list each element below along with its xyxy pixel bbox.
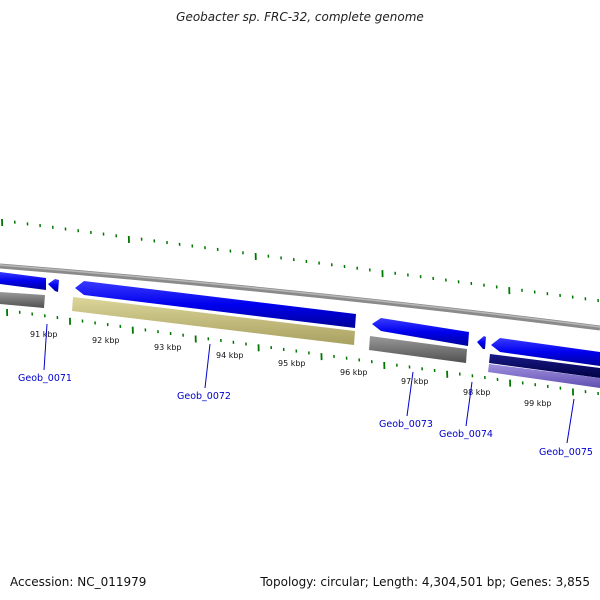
gene-label-geob-0075[interactable]: Geob_0075 — [539, 447, 593, 458]
genome-summary: Topology: circular; Length: 4,304,501 bp… — [260, 575, 590, 589]
gene-feature-0072[interactable] — [72, 297, 355, 345]
leader-line — [43, 323, 48, 371]
genome-backbone-highlight — [0, 264, 600, 328]
scale-tick-label: 94 kbp — [216, 351, 244, 360]
scale-labels: 91 kbp 92 kbp 93 kbp 94 kbp 95 kbp 96 kb… — [30, 330, 552, 408]
cds-feature-0073[interactable] — [372, 318, 469, 346]
gene-labels: Geob_0071 Geob_0072 Geob_0073 Geob_0074 … — [18, 373, 593, 458]
cds-feature-0071b[interactable] — [48, 279, 59, 292]
scale-tick-label: 95 kbp — [278, 359, 306, 368]
leader-line — [465, 381, 473, 427]
scale-tick-label: 97 kbp — [401, 377, 429, 386]
map-title: Geobacter sp. FRC-32, complete genome — [176, 10, 424, 24]
gene-feature-0073[interactable] — [369, 336, 467, 363]
outer-tick-track — [1, 218, 599, 303]
cds-track — [0, 272, 600, 366]
gene-track — [0, 292, 600, 388]
genome-backbone — [0, 263, 600, 331]
scale-tick-label: 93 kbp — [154, 343, 182, 352]
label-leaders — [43, 323, 575, 444]
scale-tick-label: 99 kbp — [524, 399, 552, 408]
scale-tick-label: 91 kbp — [30, 330, 58, 339]
leader-line — [406, 371, 414, 417]
scale-tick-label: 96 kbp — [340, 368, 368, 377]
gene-label-geob-0074[interactable]: Geob_0074 — [439, 429, 493, 440]
leader-line — [204, 343, 211, 389]
scale-tick-label: 92 kbp — [92, 336, 120, 345]
gene-label-geob-0071[interactable]: Geob_0071 — [18, 373, 72, 384]
cds-feature-0074[interactable] — [477, 336, 486, 349]
cds-feature-0071[interactable] — [0, 272, 46, 290]
inner-tick-track — [6, 308, 599, 396]
scale-tick-label: 98 kbp — [463, 388, 491, 397]
cds-feature-0072[interactable] — [75, 281, 356, 328]
gene-feature-0071[interactable] — [0, 292, 45, 308]
cds-feature-0075[interactable] — [491, 338, 600, 366]
accession-label: Accession: NC_011979 — [10, 575, 147, 589]
gene-feature-0075b[interactable] — [488, 364, 600, 388]
gene-label-geob-0072[interactable]: Geob_0072 — [177, 391, 231, 402]
gene-feature-0075a[interactable] — [489, 354, 600, 378]
gene-label-geob-0073[interactable]: Geob_0073 — [379, 419, 433, 430]
leader-line — [566, 398, 575, 444]
